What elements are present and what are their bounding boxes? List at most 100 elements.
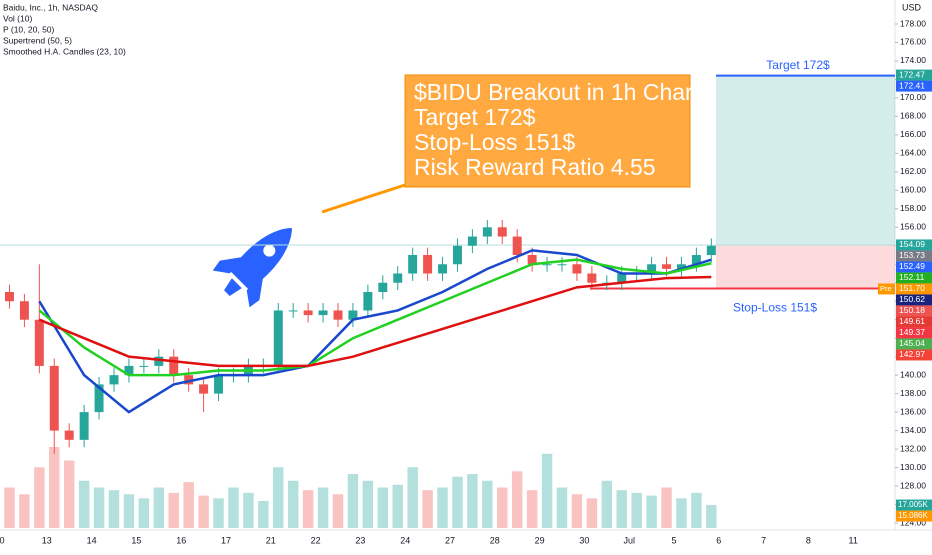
volume-bar bbox=[138, 498, 150, 528]
volume-bar bbox=[19, 494, 30, 528]
candle-body bbox=[94, 384, 104, 413]
candle-body bbox=[691, 255, 701, 265]
candle-body bbox=[318, 310, 328, 316]
volume-bar bbox=[34, 467, 45, 528]
y-tick-label: 166.00 bbox=[900, 129, 926, 139]
price-tag-label: 152.11 bbox=[899, 272, 925, 282]
y-tick-label: 164.00 bbox=[900, 148, 926, 158]
candle-body bbox=[124, 365, 134, 376]
volume-bar bbox=[661, 487, 672, 528]
y-tick-label: 160.00 bbox=[900, 185, 926, 195]
price-tag bbox=[896, 272, 932, 284]
volume-bar bbox=[407, 467, 418, 528]
y-tick-label: 174.00 bbox=[900, 55, 926, 65]
price-tag bbox=[896, 316, 932, 328]
y-tick-label: 156.00 bbox=[900, 222, 926, 232]
candle-body bbox=[438, 264, 448, 274]
candle-body bbox=[542, 264, 552, 266]
volume-bar bbox=[526, 490, 538, 528]
callout-box bbox=[404, 74, 691, 188]
candle-body bbox=[4, 291, 14, 302]
y-tick-label: 132.00 bbox=[900, 443, 926, 453]
volume-bar bbox=[541, 453, 553, 528]
y-tick-label: 162.00 bbox=[900, 166, 926, 176]
legend-text: Smoothed H.A. Candles (23, 10) bbox=[3, 46, 126, 56]
price-tag-label: 154.09 bbox=[899, 239, 925, 249]
pre-tag bbox=[878, 283, 895, 295]
legend-text: Supertrend (50, 5) bbox=[3, 35, 72, 45]
price-tag bbox=[896, 283, 932, 295]
currency-label: USD bbox=[902, 2, 922, 12]
price-tag-label: 151.70 bbox=[899, 283, 925, 293]
callout-text: Target 172$ bbox=[414, 104, 536, 130]
volume-bar bbox=[108, 490, 120, 528]
candle-body bbox=[19, 301, 29, 320]
price-tag-label: 149.61 bbox=[899, 316, 925, 326]
y-tick-label: 130.00 bbox=[900, 462, 926, 472]
volume-bar bbox=[183, 482, 194, 528]
candle-body bbox=[139, 365, 149, 367]
volume-bar bbox=[377, 487, 389, 528]
moving-average bbox=[38, 275, 712, 368]
price-tag-label: 172.47 bbox=[899, 69, 925, 79]
candle-body bbox=[408, 255, 418, 274]
volume-bar bbox=[63, 460, 75, 528]
candle-body bbox=[34, 319, 44, 366]
volume-bar bbox=[646, 495, 657, 528]
candle-body bbox=[288, 310, 298, 312]
x-tick-label: 5 bbox=[671, 535, 676, 545]
y-tick-label: 124.00 bbox=[900, 517, 926, 527]
candle-body bbox=[482, 227, 492, 237]
x-tick-label: 15 bbox=[131, 535, 141, 545]
volume-bar bbox=[601, 480, 613, 528]
candle-body bbox=[452, 245, 462, 265]
x-tick-label: 27 bbox=[445, 535, 455, 545]
volume-bar bbox=[93, 487, 105, 528]
volume-bar bbox=[497, 487, 508, 528]
price-tag bbox=[896, 239, 932, 251]
candle-body bbox=[214, 375, 224, 394]
volume-bar bbox=[332, 494, 344, 528]
price-tag-label: 150.18 bbox=[899, 305, 925, 315]
candle-body bbox=[423, 255, 433, 274]
volume-bar bbox=[273, 467, 284, 528]
volume-bar bbox=[691, 492, 702, 528]
volume-bar bbox=[243, 492, 254, 528]
volume-bar bbox=[676, 498, 687, 528]
x-tick-label: 8 bbox=[806, 535, 811, 545]
candle-body bbox=[64, 430, 74, 440]
candle-body bbox=[647, 264, 657, 274]
y-tick-label: 168.00 bbox=[900, 111, 926, 121]
y-tick-label: 170.00 bbox=[900, 92, 926, 102]
candle-body bbox=[154, 356, 164, 366]
x-tick-label: 28 bbox=[490, 535, 500, 545]
volume-bar bbox=[586, 498, 598, 528]
x-tick-label: 29 bbox=[535, 535, 545, 545]
y-tick-label: 176.00 bbox=[900, 37, 926, 47]
candle-body bbox=[363, 291, 373, 311]
callout-text: $BIDU Breakout in 1h Chart bbox=[414, 79, 700, 105]
price-tag-label: 142.97 bbox=[899, 349, 925, 359]
candle-body bbox=[49, 365, 59, 431]
volume-bar bbox=[362, 480, 374, 528]
x-tick-label: 14 bbox=[87, 535, 97, 545]
price-tag bbox=[896, 261, 932, 273]
price-tag bbox=[896, 338, 932, 350]
moving-average bbox=[38, 258, 712, 377]
price-tag-label: 152.49 bbox=[899, 261, 925, 271]
candle-body bbox=[676, 264, 686, 269]
candle-body bbox=[662, 264, 672, 269]
y-tick-label: 140.00 bbox=[900, 369, 926, 379]
volume-bar bbox=[482, 480, 493, 528]
callout-pointer bbox=[321, 183, 406, 214]
volume-bar bbox=[392, 484, 403, 528]
price-tag bbox=[896, 327, 932, 339]
y-tick-label: 138.00 bbox=[900, 388, 926, 398]
x-tick-label: Jul bbox=[623, 535, 635, 545]
y-tick-label: 128.00 bbox=[900, 480, 926, 490]
price-tag bbox=[896, 250, 932, 262]
volume-bar bbox=[49, 447, 60, 528]
stop-label: Stop-Loss 151$ bbox=[733, 301, 817, 315]
price-tag-label: 145.04 bbox=[899, 338, 925, 348]
target-zone bbox=[716, 75, 895, 245]
